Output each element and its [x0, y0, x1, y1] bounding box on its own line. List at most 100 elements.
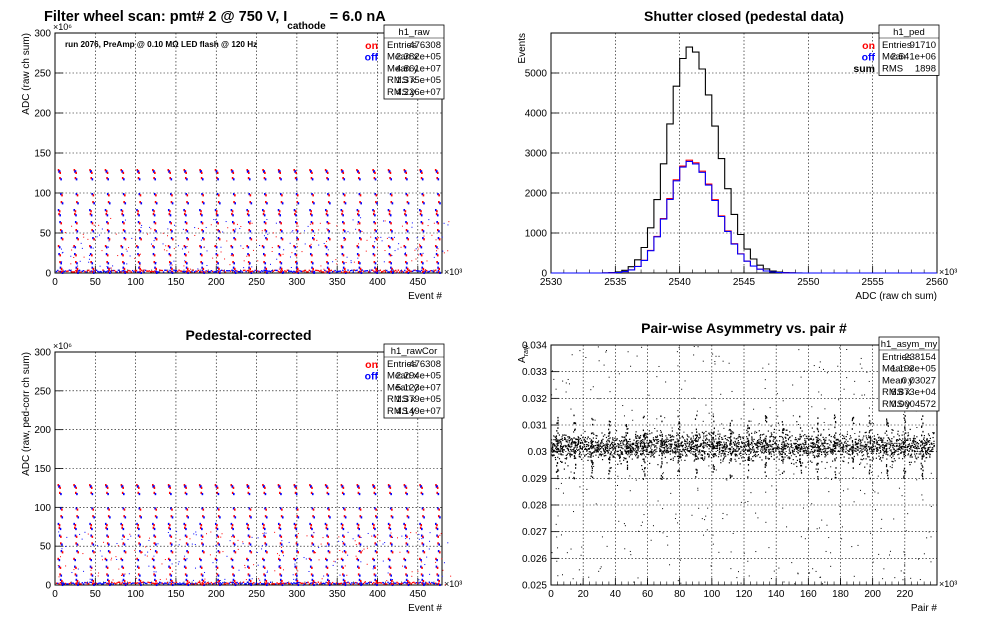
data-point: [272, 270, 274, 272]
data-point: [217, 515, 220, 518]
data-point: [93, 238, 95, 241]
data-point: [168, 583, 170, 585]
data-point: [596, 435, 598, 437]
data-point: [328, 543, 330, 546]
data-point: [327, 249, 329, 251]
data-point: [696, 455, 698, 457]
data-point: [183, 565, 186, 568]
data-point: [161, 582, 163, 584]
data-point: [247, 261, 250, 264]
data-point: [433, 222, 435, 224]
data-point: [419, 526, 422, 529]
data-point: [674, 441, 676, 443]
data-point: [888, 447, 890, 450]
data-point: [168, 526, 170, 529]
data-point: [184, 270, 187, 273]
data-point: [635, 451, 637, 454]
data-point: [126, 582, 129, 585]
data-point: [421, 486, 423, 489]
data-point: [327, 229, 329, 232]
data-point: [754, 451, 756, 453]
data-point: [737, 441, 739, 443]
data-point: [187, 551, 190, 554]
data-point: [384, 542, 386, 544]
legend-on: on: [365, 40, 378, 52]
legend-sum: sum: [853, 63, 875, 75]
data-point: [234, 583, 237, 587]
data-point: [435, 170, 438, 173]
data-point: [693, 439, 695, 441]
data-point: [403, 209, 406, 212]
data-point: [188, 270, 191, 272]
data-point: [778, 446, 780, 448]
data-point: [568, 436, 570, 438]
data-point: [92, 237, 94, 240]
data-point: [397, 248, 399, 250]
data-point: [109, 267, 111, 269]
data-point: [278, 253, 281, 256]
data-point: [188, 581, 191, 584]
data-point: [899, 447, 901, 449]
data-point: [201, 527, 203, 531]
data-point: [216, 491, 219, 494]
data-point: [666, 447, 668, 449]
data-point: [608, 435, 610, 437]
data-point: [703, 451, 705, 453]
data-point: [383, 261, 385, 263]
data-point: [309, 223, 311, 225]
data-point: [250, 516, 252, 519]
data-point: [897, 430, 899, 432]
data-point: [804, 449, 807, 451]
data-point: [105, 565, 108, 568]
data-point: [327, 262, 329, 265]
data-point: [391, 267, 393, 270]
data-point: [715, 444, 717, 447]
data-point: [676, 455, 679, 457]
data-point: [186, 515, 188, 518]
data-point: [611, 443, 613, 445]
data-point: [139, 230, 142, 233]
data-point: [843, 449, 845, 451]
data-point: [263, 261, 265, 264]
x-tick-label: 2540: [669, 277, 692, 288]
data-point: [366, 563, 368, 565]
data-point: [77, 265, 79, 267]
data-point: [88, 269, 90, 271]
data-point: [387, 572, 389, 574]
data-point: [422, 271, 424, 273]
data-point: [397, 582, 400, 585]
data-point: [407, 583, 410, 587]
data-point: [232, 266, 235, 269]
data-point: [341, 210, 344, 213]
data-point: [185, 574, 188, 577]
data-point: [79, 269, 81, 272]
data-point: [857, 447, 859, 449]
data-point: [242, 541, 244, 543]
data-point: [232, 254, 234, 257]
data-point: [252, 249, 254, 251]
data-point: [262, 213, 265, 216]
data-point: [264, 550, 267, 553]
data-point: [640, 450, 642, 452]
data-point: [218, 270, 220, 273]
data-point: [189, 582, 192, 585]
data-point: [335, 582, 338, 584]
data-point: [574, 443, 577, 445]
data-point: [342, 177, 344, 180]
data-point: [375, 551, 378, 554]
y-tick-label: 250: [34, 386, 51, 397]
data-point: [235, 228, 237, 230]
data-point: [657, 438, 659, 441]
data-point: [389, 221, 391, 224]
data-point: [600, 453, 602, 456]
data-point: [113, 582, 116, 584]
data-point: [278, 210, 281, 213]
data-point: [176, 531, 178, 533]
chart-title: Pedestal-corrected: [185, 327, 311, 343]
data-point: [719, 443, 721, 445]
data-point: [199, 209, 201, 212]
data-point: [732, 451, 734, 453]
data-point: [167, 484, 170, 487]
data-point: [280, 582, 283, 585]
data-point: [715, 455, 717, 457]
